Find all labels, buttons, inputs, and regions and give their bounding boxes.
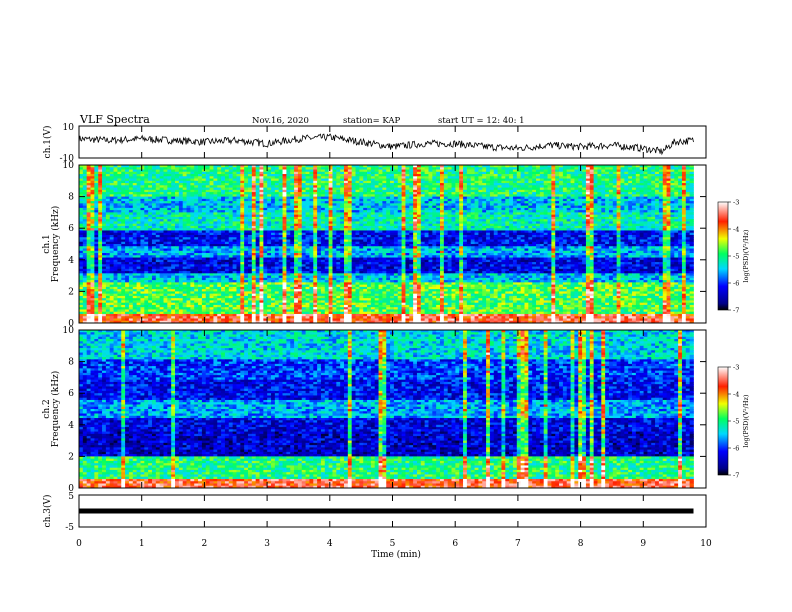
- station-label: station= KAP: [343, 116, 401, 126]
- ch1-ytick-top: 10: [63, 123, 75, 133]
- ch1-waveform-ylabel: ch.1(V): [42, 126, 53, 159]
- start-time-label: start UT = 12: 40: 1: [438, 116, 525, 126]
- figure-title: VLF Spectra: [79, 113, 150, 126]
- date-label: Nov.16, 2020: [252, 116, 309, 126]
- ch1-spectrogram-image: [79, 165, 694, 323]
